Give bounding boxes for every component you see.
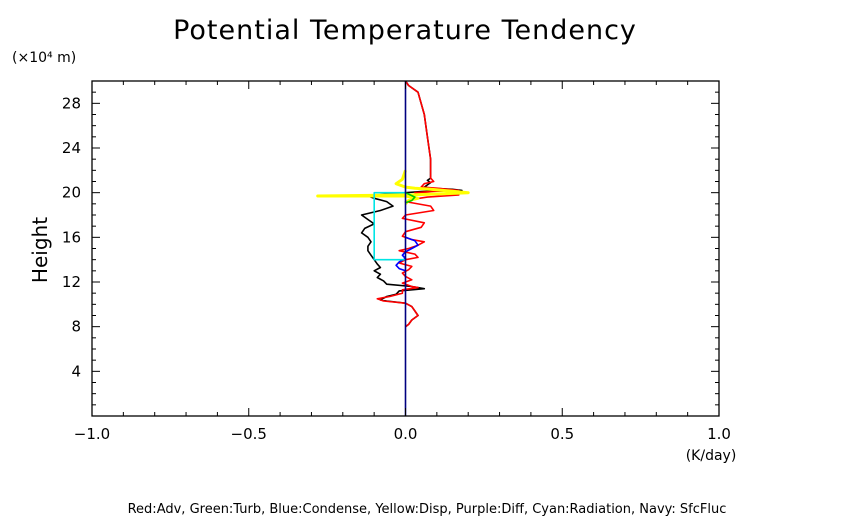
x-unit-label: (K/day) [686, 448, 737, 464]
chart-title: Potential Temperature Tendency [173, 15, 637, 46]
series-line-turb [405, 191, 416, 204]
x-tick-label: −0.5 [231, 425, 267, 443]
legend-footer: Red:Adv, Green:Turb, Blue:Condense, Yell… [128, 502, 727, 517]
x-tick-label: 0.5 [550, 425, 574, 443]
y-tick-label: 8 [71, 318, 81, 336]
axis-tick-labels: −1.0 −0.5 0.0 0.5 1.0 4 8 12 16 20 24 28 [62, 94, 731, 443]
plot-lines [316, 80, 470, 416]
x-tick-label: 1.0 [707, 425, 731, 443]
y-unit-label: (×10⁴ m) [12, 50, 76, 66]
series-line-disp [316, 169, 470, 205]
x-tick-label: 0.0 [394, 425, 418, 443]
axis-ticks [91, 80, 720, 416]
series-line-radiation [373, 191, 406, 261]
series-line-total [360, 80, 463, 328]
y-tick-label: 28 [62, 94, 81, 112]
x-tick-label: −1.0 [74, 425, 110, 443]
y-tick-label: 24 [62, 139, 81, 157]
y-tick-label: 12 [62, 273, 81, 291]
y-tick-label: 4 [71, 362, 81, 380]
y-tick-label: 16 [62, 228, 81, 246]
y-tick-label: 20 [62, 184, 81, 202]
y-axis-label: Height [28, 217, 52, 283]
series-line-condense [395, 236, 419, 272]
